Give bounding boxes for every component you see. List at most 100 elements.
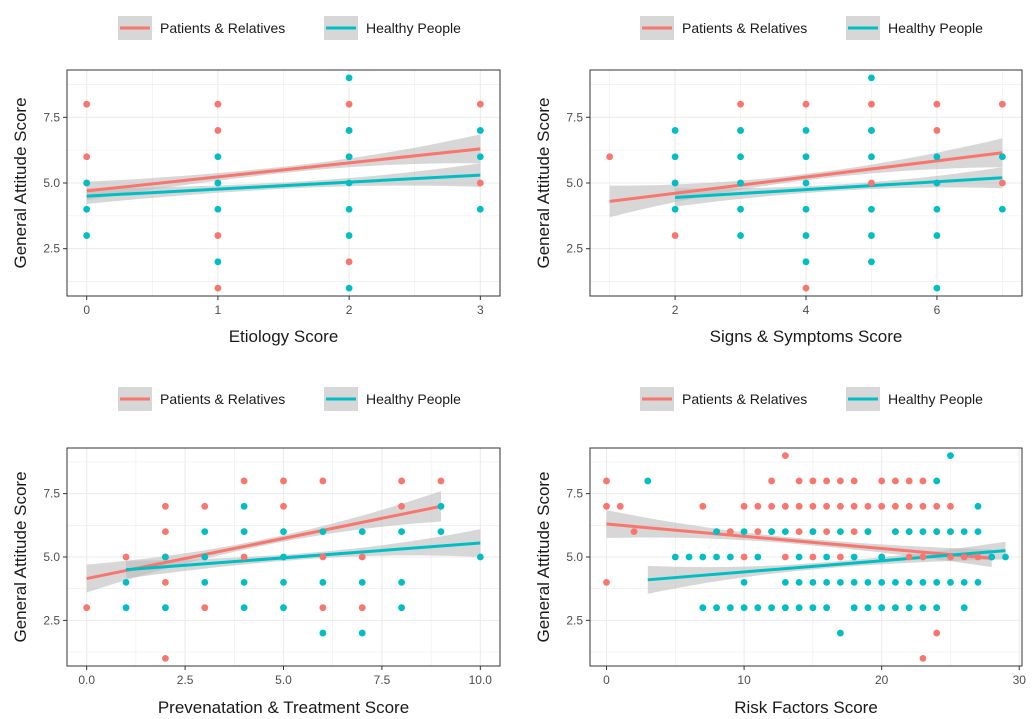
data-point [905,578,913,586]
data-point [960,553,968,561]
data-point [713,604,720,612]
points-healthy [644,452,1009,637]
data-point [919,604,927,612]
y-tick-label: 5.0 [43,176,60,190]
fits [86,491,481,593]
data-point [809,528,817,536]
fit-line-patients [86,504,442,581]
fit-line-healthy [86,173,481,198]
confidence-band-healthy [126,529,481,579]
data-point [836,502,844,510]
data-point [240,528,248,536]
data-point [740,604,748,612]
data-point [933,100,941,108]
data-point [754,604,762,612]
data-point [240,502,248,510]
data-point [671,153,679,161]
x-tick-label: 1 [215,303,222,317]
fits [86,134,481,204]
data-point [864,528,872,536]
x-tick-label: 2 [672,303,679,317]
x-axis-label: Risk Factors Score [734,698,878,717]
data-point [960,604,968,612]
data-point [345,258,353,266]
data-point [795,502,803,510]
data-point [201,553,209,561]
data-point [809,578,817,586]
data-point [671,127,679,134]
data-point [933,502,941,510]
data-point [280,553,287,561]
data-point [358,578,366,586]
data-point [671,179,679,187]
legend-label-patients: Patients & Relatives [682,391,807,407]
data-point [802,205,810,213]
data-point [737,232,744,239]
data-point [83,100,91,108]
y-axis-label: General Attitude Score [11,97,30,268]
data-point [850,578,858,586]
data-point [919,553,927,561]
data-point [319,477,327,485]
data-point [437,477,445,485]
data-point [740,528,748,536]
x-tick-label: 0 [603,673,610,687]
data-point [998,205,1006,213]
data-point [713,553,720,561]
data-point [878,578,886,586]
data-point [850,553,858,561]
fit-line-healthy [675,176,1003,199]
data-point [809,604,817,612]
data-point [974,528,982,536]
x-tick-label: 0.0 [78,673,95,687]
data-point [737,127,744,134]
data-point [319,629,327,637]
data-point [947,553,954,561]
data-point [795,528,803,536]
data-point [630,528,638,536]
y-axis-label: General Attitude Score [534,471,553,642]
y-tick-label: 7.5 [43,487,60,501]
panel-4: 0 10 20 30 2.5 5.0 7.5 Risk Factors Score Genera… [534,387,1026,717]
data-point [864,604,872,612]
y-axis-label: General Attitude Score [534,97,553,268]
data-point [240,604,248,612]
y-tick-label: 5.0 [566,176,583,190]
x-tick-label: 2 [346,303,353,317]
data-point [823,528,831,536]
data-point [836,528,844,536]
data-point [892,502,899,510]
fit-line-patients [606,522,992,560]
data-point [809,553,817,561]
data-point [933,629,941,637]
data-point [933,528,941,536]
data-point [998,153,1006,161]
legend: Patients & Relatives Healthy People [640,387,983,411]
data-point [398,528,405,536]
data-point [162,578,169,586]
x-tick-label: 5.0 [275,673,292,687]
x-tick-label: 10.0 [469,673,493,687]
data-point [933,578,941,586]
data-point [606,153,614,161]
confidence-band-patients [86,134,481,201]
data-point [974,502,982,510]
fit-line-patients [609,151,1003,203]
data-point [1002,553,1009,561]
fit-line-healthy [125,541,481,572]
data-point [947,528,954,536]
x-tick-label: 7.5 [374,673,391,687]
confidence-band-healthy [86,163,481,204]
data-point [802,153,810,161]
data-point [644,477,652,485]
data-point [933,127,941,134]
data-point [280,477,287,485]
data-point [781,452,789,460]
legend-label-patients: Patients & Relatives [160,391,285,407]
data-point [905,502,913,510]
legend: Patients & Relatives Healthy People [118,387,461,411]
data-point [781,578,789,586]
data-point [802,258,810,266]
y-tick-label: 7.5 [566,487,583,501]
